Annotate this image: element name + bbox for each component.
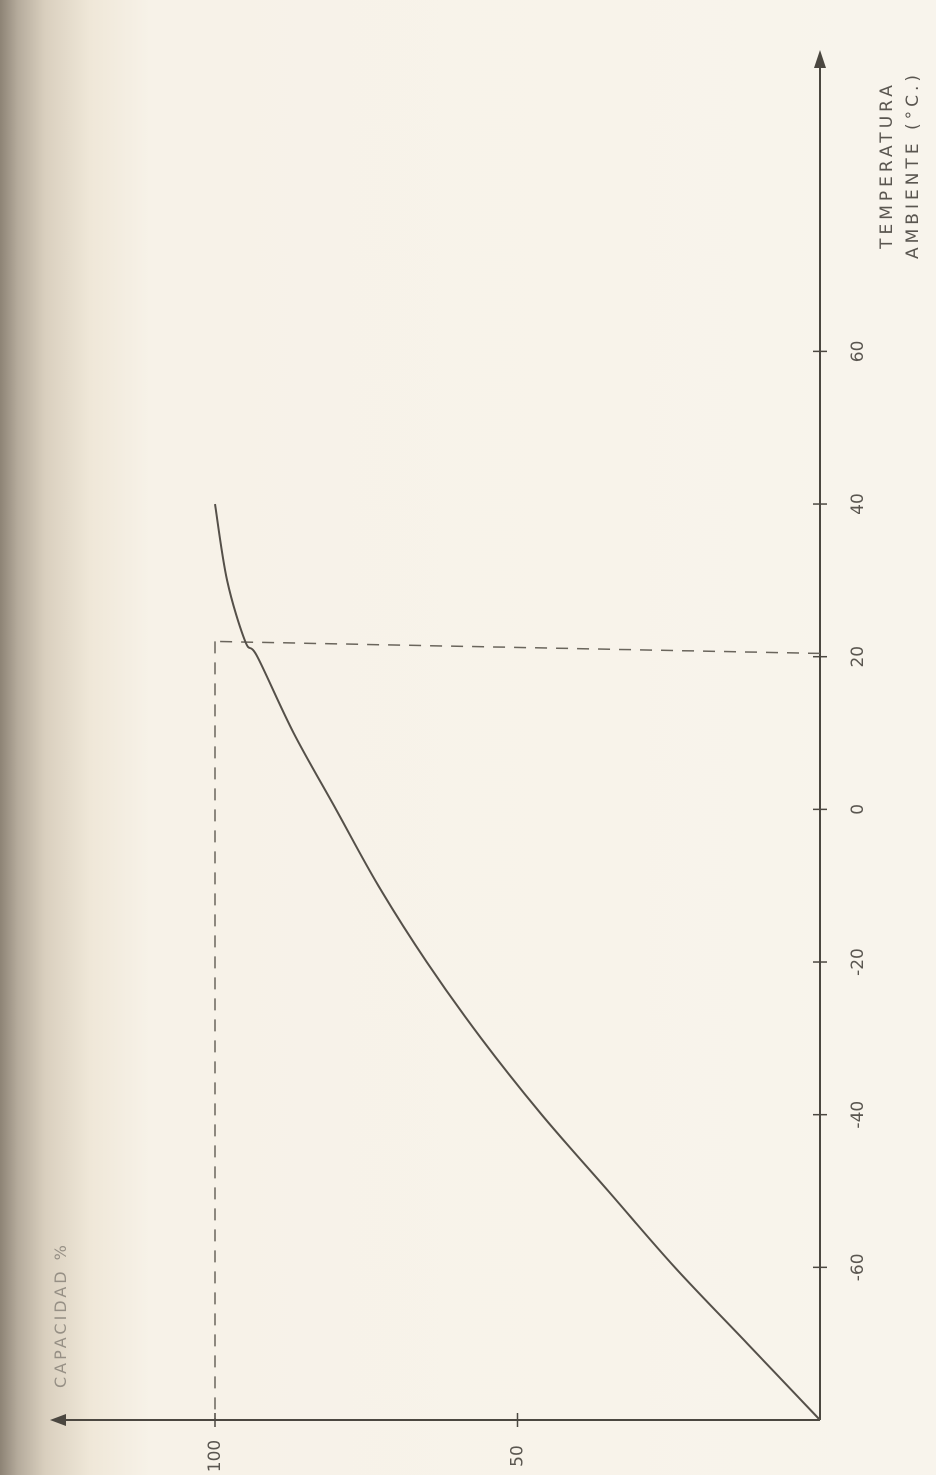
y-tick-label: 50	[508, 1445, 528, 1467]
x-tick-label: -40	[848, 1101, 868, 1129]
guide-horizontal	[214, 640, 821, 655]
x-axis-ticks: -60 -40 -20 0 20 40 60	[813, 341, 868, 1281]
x-tick-label: -20	[848, 948, 868, 976]
x-tick-label: -60	[848, 1253, 868, 1281]
reference-guides	[214, 640, 821, 1420]
y-axis-ticks: 50 100	[205, 1413, 528, 1472]
x-axis-arrowhead	[814, 50, 826, 68]
y-axis-title: CAPACIDAD %	[51, 1242, 70, 1388]
capacity-curve	[214, 503, 821, 1421]
x-tick-label: 0	[848, 804, 868, 815]
x-axis-title-line-2: AMBIENTE (°C.)	[903, 71, 923, 259]
x-tick-label: 20	[848, 646, 868, 668]
x-axis-title-line-1: TEMPERATURA	[877, 81, 897, 250]
x-tick-label: 40	[848, 493, 868, 515]
y-tick-label: 100	[205, 1440, 225, 1472]
x-tick-label: 60	[848, 341, 868, 363]
axes	[50, 50, 826, 1426]
y-axis-arrowhead	[50, 1414, 66, 1426]
